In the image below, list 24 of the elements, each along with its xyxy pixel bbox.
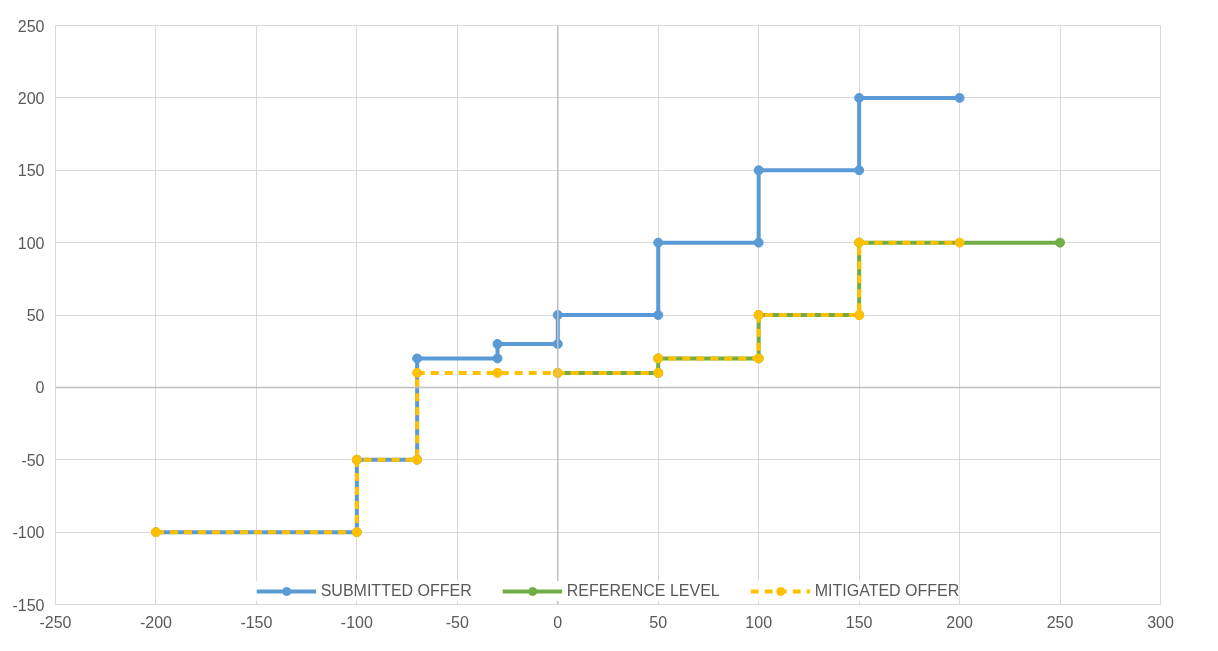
legend-label: SUBMITTED OFFER [320,582,472,600]
x-tick-label: 300 [1147,613,1174,631]
y-tick-label: 100 [17,234,45,252]
y-tick-label: -150 [12,596,45,614]
legend-label: REFERENCE LEVEL [566,582,720,600]
y-tick-label: -50 [21,451,45,469]
x-tick-label: -200 [139,613,173,631]
y-tick-label: 200 [17,89,45,107]
x-tick-label: -100 [340,613,373,631]
x-tick-label: 0 [553,613,563,631]
y-tick-label: 50 [26,307,45,324]
x-tick-label: -150 [240,613,273,631]
x-tick-label: 250 [1046,613,1074,631]
y-tick-label: 150 [17,162,45,180]
x-tick-label: -50 [445,613,469,631]
x-tick-label: 150 [845,613,873,631]
y-tick-label: 250 [17,17,45,35]
x-tick-label: 50 [649,613,668,631]
y-tick-label: 0 [35,379,45,397]
y-tick-label: -100 [12,524,45,542]
x-tick-label: 200 [946,613,974,631]
x-tick-label: -250 [39,613,72,631]
x-tick-label: 100 [745,613,773,631]
legend-label: MITIGATED OFFER [814,582,960,600]
